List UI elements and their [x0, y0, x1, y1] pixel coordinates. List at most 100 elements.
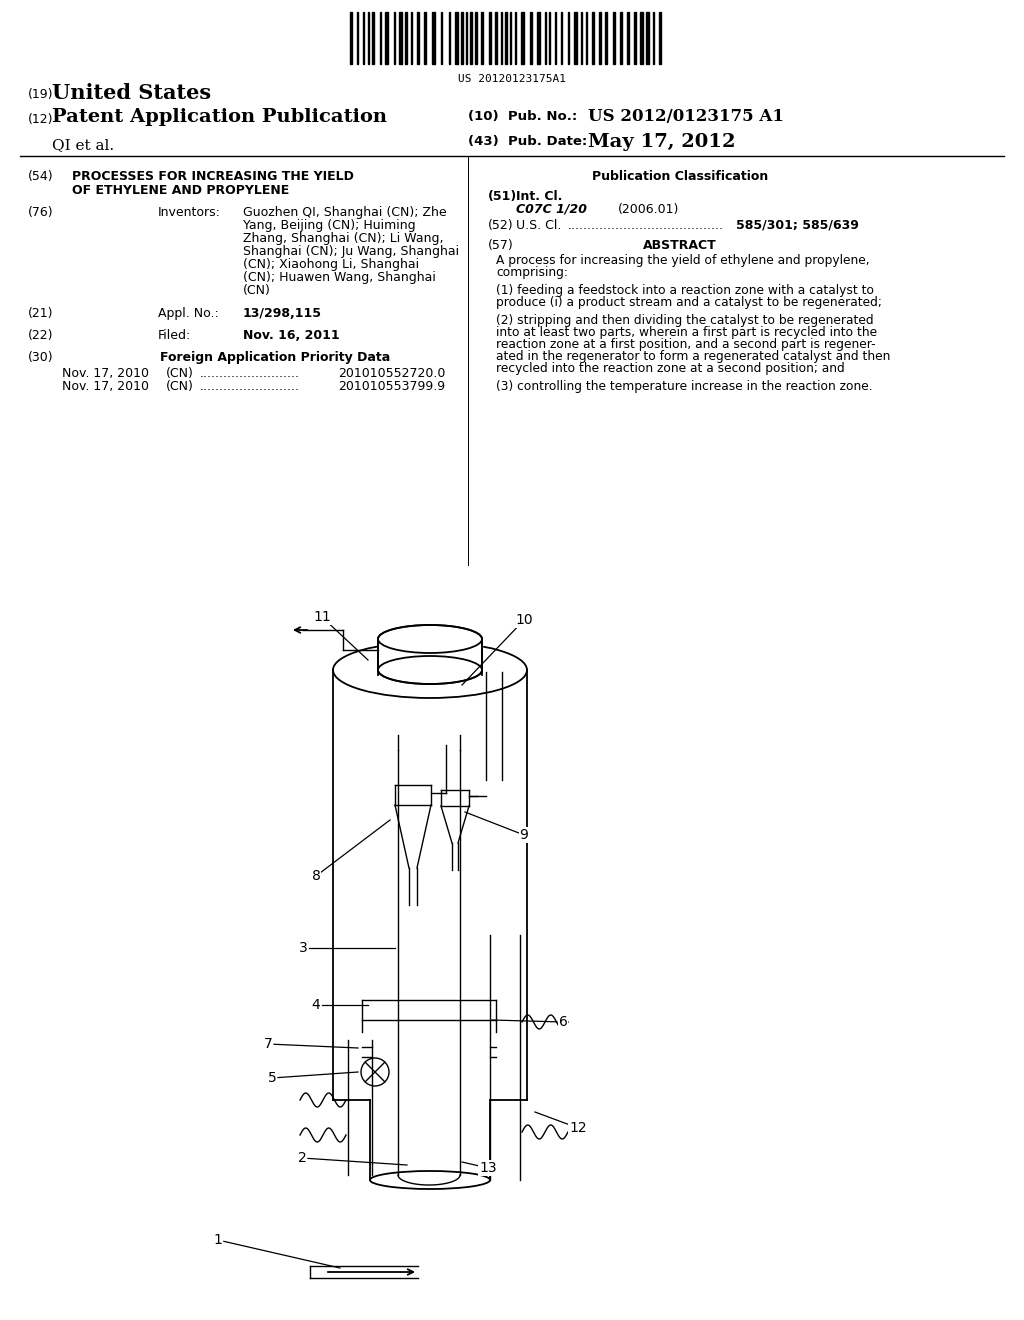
Bar — [530, 12, 532, 63]
Text: Shanghai (CN); Ju Wang, Shanghai: Shanghai (CN); Ju Wang, Shanghai — [243, 246, 459, 257]
Text: Publication Classification: Publication Classification — [592, 170, 768, 183]
Bar — [605, 12, 607, 63]
Text: 1: 1 — [214, 1233, 222, 1247]
Bar — [627, 12, 629, 63]
Text: 7: 7 — [263, 1038, 272, 1051]
Text: ated in the regenerator to form a regenerated catalyst and then: ated in the regenerator to form a regene… — [496, 350, 891, 363]
Bar — [475, 12, 477, 63]
Bar — [432, 12, 435, 63]
Text: (3) controlling the temperature increase in the reaction zone.: (3) controlling the temperature increase… — [496, 380, 872, 393]
Text: ABSTRACT: ABSTRACT — [643, 239, 717, 252]
Text: Nov. 16, 2011: Nov. 16, 2011 — [243, 329, 340, 342]
Text: 13/298,115: 13/298,115 — [243, 308, 322, 319]
Bar — [599, 12, 601, 63]
Text: 3: 3 — [299, 941, 307, 954]
Text: Inventors:: Inventors: — [158, 206, 221, 219]
Bar — [574, 12, 577, 63]
Text: Int. Cl.: Int. Cl. — [516, 190, 562, 203]
Bar — [370, 1100, 490, 1180]
Bar — [634, 12, 636, 63]
Bar — [378, 639, 482, 671]
Text: (43)  Pub. Date:: (43) Pub. Date: — [468, 135, 587, 148]
Text: (22): (22) — [28, 329, 53, 342]
Text: Appl. No.:: Appl. No.: — [158, 308, 219, 319]
Bar — [455, 12, 458, 63]
Text: 6: 6 — [558, 1015, 567, 1030]
Text: 585/301; 585/639: 585/301; 585/639 — [736, 219, 859, 232]
Text: 201010552720.0: 201010552720.0 — [338, 367, 445, 380]
Text: U.S. Cl.: U.S. Cl. — [516, 219, 561, 232]
Text: .........................: ......................... — [200, 380, 300, 393]
Bar — [640, 12, 643, 63]
Text: Foreign Application Priority Data: Foreign Application Priority Data — [160, 351, 390, 364]
Bar — [481, 12, 483, 63]
Text: (CN); Xiaohong Li, Shanghai: (CN); Xiaohong Li, Shanghai — [243, 257, 419, 271]
Text: (10)  Pub. No.:: (10) Pub. No.: — [468, 110, 578, 123]
Text: Patent Application Publication: Patent Application Publication — [52, 108, 387, 125]
Bar — [505, 12, 507, 63]
Text: (2006.01): (2006.01) — [618, 203, 679, 216]
Text: QI et al.: QI et al. — [52, 139, 114, 152]
Bar — [372, 12, 374, 63]
Text: (57): (57) — [488, 239, 514, 252]
Text: (76): (76) — [28, 206, 53, 219]
Bar — [461, 12, 463, 63]
Text: 201010553799.9: 201010553799.9 — [338, 380, 445, 393]
Text: (51): (51) — [488, 190, 517, 203]
Text: 8: 8 — [311, 869, 321, 883]
Text: 11: 11 — [313, 610, 331, 624]
Text: Nov. 17, 2010: Nov. 17, 2010 — [62, 380, 150, 393]
Text: 2: 2 — [298, 1151, 306, 1166]
Bar — [613, 12, 615, 63]
Text: (19): (19) — [28, 88, 53, 102]
Text: .........................: ......................... — [200, 367, 300, 380]
Text: (1) feeding a feedstock into a reaction zone with a catalyst to: (1) feeding a feedstock into a reaction … — [496, 284, 874, 297]
Bar — [385, 12, 388, 63]
Text: (30): (30) — [28, 351, 53, 364]
Text: 12: 12 — [569, 1121, 587, 1135]
Bar — [495, 12, 497, 63]
Bar — [489, 12, 490, 63]
Text: US 2012/0123175 A1: US 2012/0123175 A1 — [588, 108, 784, 125]
Bar — [537, 12, 540, 63]
Bar — [659, 12, 662, 63]
Text: comprising:: comprising: — [496, 267, 568, 279]
Bar — [417, 12, 419, 63]
Text: 9: 9 — [519, 828, 528, 842]
Bar — [470, 12, 472, 63]
Text: A process for increasing the yield of ethylene and propylene,: A process for increasing the yield of et… — [496, 253, 869, 267]
Text: (12): (12) — [28, 114, 53, 125]
Text: PROCESSES FOR INCREASING THE YIELD: PROCESSES FOR INCREASING THE YIELD — [72, 170, 354, 183]
Text: C07C 1/20: C07C 1/20 — [516, 203, 587, 216]
Text: (52): (52) — [488, 219, 514, 232]
Text: 10: 10 — [515, 612, 532, 627]
Text: (21): (21) — [28, 308, 53, 319]
Text: Zhang, Shanghai (CN); Li Wang,: Zhang, Shanghai (CN); Li Wang, — [243, 232, 443, 246]
Bar — [399, 12, 402, 63]
Bar — [424, 12, 426, 63]
Text: (54): (54) — [28, 170, 53, 183]
Text: OF ETHYLENE AND PROPYLENE: OF ETHYLENE AND PROPYLENE — [72, 183, 289, 197]
Bar — [521, 12, 524, 63]
Text: recycled into the reaction zone at a second position; and: recycled into the reaction zone at a sec… — [496, 362, 845, 375]
Text: Yang, Beijing (CN); Huiming: Yang, Beijing (CN); Huiming — [243, 219, 416, 232]
Bar — [620, 12, 622, 63]
Text: (CN): (CN) — [166, 380, 194, 393]
Text: Guozhen QI, Shanghai (CN); Zhe: Guozhen QI, Shanghai (CN); Zhe — [243, 206, 446, 219]
Text: Filed:: Filed: — [158, 329, 191, 342]
Text: US 20120123175A1: US 20120123175A1 — [458, 74, 566, 84]
Text: (2) stripping and then dividing the catalyst to be regenerated: (2) stripping and then dividing the cata… — [496, 314, 873, 327]
Text: reaction zone at a first position, and a second part is regener-: reaction zone at a first position, and a… — [496, 338, 876, 351]
Bar — [333, 671, 527, 1100]
Bar — [592, 12, 594, 63]
Text: into at least two parts, wherein a first part is recycled into the: into at least two parts, wherein a first… — [496, 326, 878, 339]
Text: 5: 5 — [267, 1071, 276, 1085]
Bar — [406, 12, 407, 63]
Text: United States: United States — [52, 83, 211, 103]
Bar — [350, 12, 352, 63]
Text: May 17, 2012: May 17, 2012 — [588, 133, 735, 150]
Bar — [646, 12, 649, 63]
Text: produce (i) a product stream and a catalyst to be regenerated;: produce (i) a product stream and a catal… — [496, 296, 882, 309]
Text: (CN): (CN) — [166, 367, 194, 380]
Text: 4: 4 — [311, 998, 321, 1012]
